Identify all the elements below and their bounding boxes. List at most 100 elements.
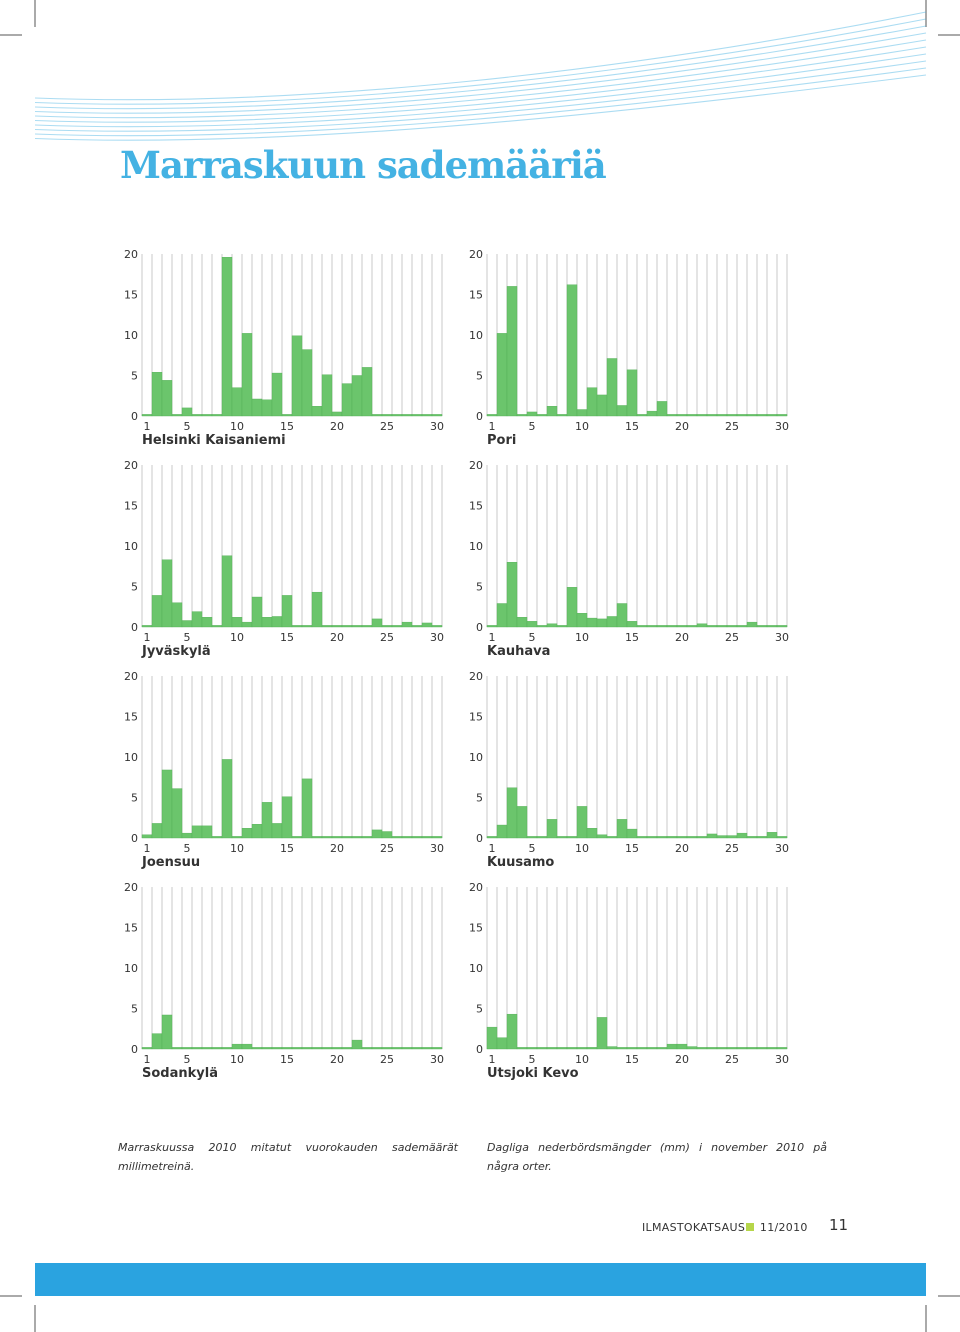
y-tick-label: 5 <box>131 792 138 805</box>
x-tick-label: 30 <box>775 420 789 433</box>
chart-bar <box>281 595 293 628</box>
chart-bar <box>696 836 708 839</box>
chart-bar <box>766 414 778 417</box>
chart-bar <box>736 832 748 839</box>
chart-bar <box>616 603 628 628</box>
chart-bar <box>736 1047 748 1050</box>
chart-bar <box>281 414 293 417</box>
chart-bar <box>526 1047 538 1050</box>
chart-bar <box>616 405 628 417</box>
chart-bar <box>191 825 203 839</box>
chart-bar <box>656 1047 668 1050</box>
chart-bar <box>536 625 548 628</box>
chart-bar <box>766 625 778 628</box>
chart-bar <box>261 1047 273 1050</box>
x-tick-label: 20 <box>675 420 689 433</box>
chart-bar <box>666 625 678 628</box>
chart-bar <box>536 414 548 417</box>
chart-bar <box>241 1043 253 1050</box>
station-name: Kauhava <box>487 644 550 659</box>
chart-bar <box>161 769 173 839</box>
chart-bar <box>756 414 768 417</box>
x-tick-label: 15 <box>625 420 639 433</box>
chart-bar <box>566 284 578 417</box>
chart-bar <box>736 625 748 628</box>
chart-bar <box>776 414 788 417</box>
chart-bar <box>261 617 273 628</box>
chart-bar <box>291 335 303 417</box>
y-tick-label: 10 <box>124 329 138 342</box>
x-tick-label: 1 <box>489 1053 496 1066</box>
chart-bar <box>381 831 393 839</box>
x-tick-label: 25 <box>725 420 739 433</box>
x-tick-label: 1 <box>489 842 496 855</box>
chart-bar <box>371 414 383 417</box>
decorative-wave-lines <box>34 11 927 141</box>
chart-bar <box>391 1047 403 1050</box>
chart-bar <box>526 411 538 417</box>
chart-bar <box>251 1047 263 1050</box>
chart-bar <box>391 836 403 839</box>
chart-bar <box>231 1043 243 1050</box>
x-tick-label: 5 <box>184 1053 191 1066</box>
chart-bar <box>301 349 313 417</box>
chart-bar <box>716 835 728 839</box>
chart-bar <box>261 399 273 417</box>
chart-bar <box>546 406 558 417</box>
chart-bar <box>546 819 558 839</box>
chart-bar <box>311 1047 323 1050</box>
chart-bar <box>506 561 518 628</box>
y-tick-label: 0 <box>476 832 483 845</box>
chart-bar <box>311 836 323 839</box>
y-tick-label: 5 <box>131 581 138 594</box>
y-tick-label: 0 <box>131 1043 138 1056</box>
y-tick-label: 5 <box>476 370 483 383</box>
station-name: Jyväskylä <box>141 644 211 659</box>
x-tick-label: 30 <box>430 842 444 855</box>
y-tick-label: 5 <box>131 370 138 383</box>
chart-bar <box>281 1047 293 1050</box>
chart-bar <box>626 369 638 417</box>
chart-bar <box>341 1047 353 1050</box>
x-tick-label: 5 <box>529 420 536 433</box>
chart-bar <box>626 621 638 628</box>
chart-bar <box>506 286 518 417</box>
chart-bar <box>546 623 558 628</box>
x-tick-label: 30 <box>775 631 789 644</box>
chart-bar <box>546 1047 558 1050</box>
chart-bar <box>676 836 688 839</box>
y-tick-label: 20 <box>124 881 138 894</box>
chart-bar <box>361 367 373 417</box>
chart-bar <box>311 406 323 417</box>
chart-bar <box>381 625 393 628</box>
chart-bar <box>231 836 243 839</box>
chart-bar <box>706 1047 718 1050</box>
chart-bar <box>221 1047 233 1050</box>
chart-bar <box>251 596 263 628</box>
x-tick-label: 20 <box>330 1053 344 1066</box>
chart-bar <box>321 374 333 417</box>
chart-bar <box>371 618 383 628</box>
bottom-color-band <box>35 1263 926 1296</box>
chart-bar <box>351 1039 363 1050</box>
decorative-wave-line <box>34 25 927 110</box>
chart-bar <box>181 1047 193 1050</box>
station-name: Utsjoki Kevo <box>487 1066 579 1081</box>
chart-bar <box>726 414 738 417</box>
x-tick-label: 25 <box>725 631 739 644</box>
chart-bar <box>696 623 708 628</box>
x-tick-label: 5 <box>184 631 191 644</box>
station-name: Sodankylä <box>142 1066 218 1081</box>
chart-bar <box>301 625 313 628</box>
x-tick-label: 1 <box>144 420 151 433</box>
chart-bar <box>341 625 353 628</box>
chart-bar <box>361 836 373 839</box>
y-tick-label: 5 <box>476 1003 483 1016</box>
chart-bar <box>496 824 508 839</box>
chart-bar <box>431 414 443 417</box>
x-tick-label: 1 <box>489 420 496 433</box>
chart-bar <box>666 1043 678 1050</box>
chart-bar <box>516 806 528 839</box>
